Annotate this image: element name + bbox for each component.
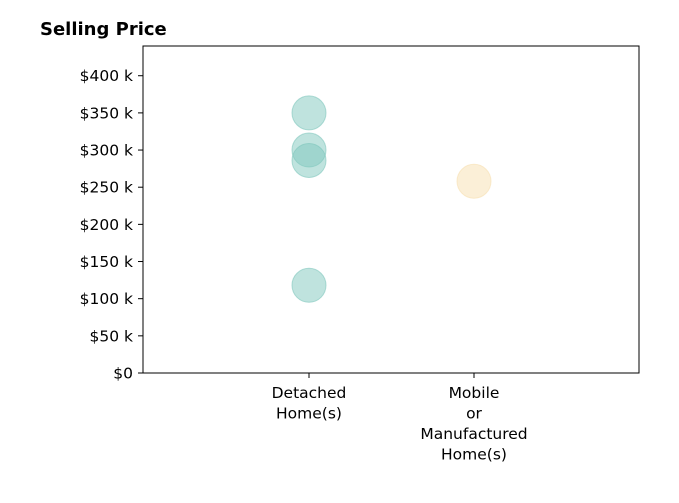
y-tick-label: $0 bbox=[113, 365, 133, 383]
data-point bbox=[291, 267, 327, 303]
x-tick-label: Mobile or Manufactured Home(s) bbox=[420, 384, 527, 464]
y-tick-label: $300 k bbox=[80, 142, 133, 160]
data-point bbox=[291, 142, 327, 178]
plot-area-frame bbox=[142, 45, 640, 374]
y-tick-label: $250 k bbox=[80, 179, 133, 197]
x-tick-label: Detached Home(s) bbox=[272, 384, 347, 423]
y-tick-label: $100 k bbox=[80, 290, 133, 308]
y-tick-label: $150 k bbox=[80, 253, 133, 271]
y-axis: $0 $50 k $100 k $150 k $200 k $250 k $300 k $35… bbox=[80, 67, 143, 383]
y-tick-label: $200 k bbox=[80, 216, 133, 234]
y-tick-label: $50 k bbox=[90, 327, 134, 345]
y-tick-label: $400 k bbox=[80, 67, 133, 85]
y-tick-label: $350 k bbox=[80, 104, 133, 122]
data-point bbox=[456, 163, 492, 199]
data-point bbox=[291, 95, 327, 131]
data-points bbox=[291, 95, 492, 303]
chart-title: Selling Price bbox=[40, 19, 167, 40]
x-axis: Detached Home(s) Mobile or Manufactured Home(… bbox=[272, 373, 528, 464]
